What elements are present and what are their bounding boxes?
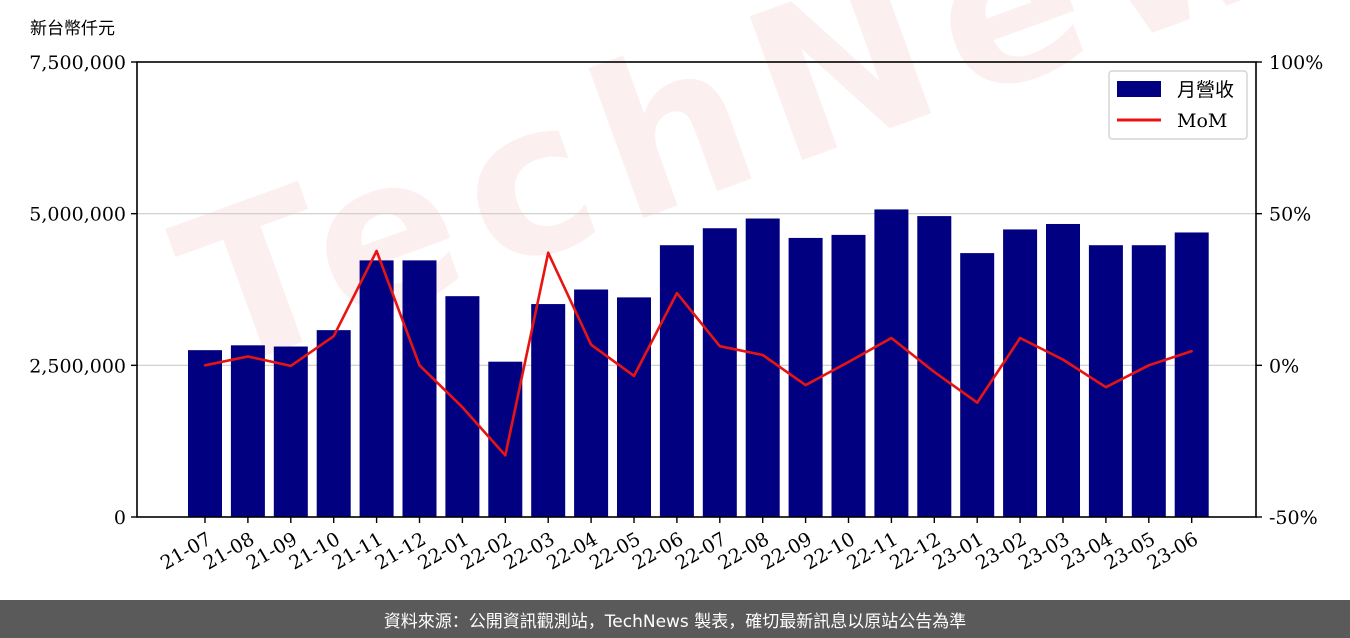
mom-point-23-05 (1147, 364, 1151, 367)
mom-point-22-07 (718, 345, 721, 348)
grid-lines (137, 213, 1256, 366)
mom-point-23-01 (976, 401, 979, 404)
bar-22-06 (659, 245, 694, 518)
mom-point-22-08 (761, 353, 764, 357)
y-axis-unit-label: 新台幣仟元 (30, 19, 115, 39)
mom-line-series (203, 249, 1193, 457)
mom-point-21-07 (203, 364, 207, 367)
mom-point-21-09 (289, 364, 292, 368)
mom-line (204, 249, 1193, 457)
legend-label-revenue: 月營收 (1177, 79, 1234, 101)
mom-point-22-06 (675, 291, 679, 295)
x-tick-label: 23-06 (1144, 528, 1202, 574)
mom-point-23-03 (1061, 358, 1065, 361)
bar-23-05 (1131, 245, 1166, 518)
mom-point-22-09 (804, 383, 807, 387)
legend: 月營收 MoM (1108, 70, 1248, 140)
bar-series (188, 209, 1209, 518)
mom-point-22-05 (632, 374, 636, 378)
y2-tick-label: 50% (1269, 204, 1311, 226)
y-tick-label: 5,000,000 (29, 204, 126, 226)
bar-21-11 (359, 260, 394, 517)
bar-23-02 (1003, 229, 1038, 517)
bar-22-02 (488, 361, 523, 517)
mom-point-21-08 (246, 355, 250, 358)
y2-tick-label: -50% (1269, 507, 1318, 529)
mom-point-22-12 (933, 370, 936, 374)
footer-source-text: 資料來源：公開資訊觀測站，TechNews 製表，確切最新訊息以原站公告為準 (383, 611, 967, 632)
mom-point-22-04 (589, 343, 593, 346)
y2-tick-label: 100% (1269, 52, 1323, 74)
footer-source-bar: 資料來源：公開資訊觀測站，TechNews 製表，確切最新訊息以原站公告為準 (0, 600, 1350, 638)
y-tick-label: 7,500,000 (29, 52, 126, 74)
mom-point-23-04 (1104, 385, 1108, 389)
mom-point-21-12 (418, 364, 421, 367)
plot-frame (136, 61, 1257, 518)
bar-23-03 (1046, 223, 1080, 518)
mom-point-21-10 (332, 335, 335, 338)
legend-bar-swatch (1117, 81, 1161, 97)
bar-21-12 (402, 260, 437, 517)
mom-point-22-11 (890, 336, 893, 340)
mom-point-23-06 (1190, 349, 1193, 353)
y-tick-label: 0 (114, 507, 126, 529)
mom-point-21-11 (375, 249, 378, 253)
bar-23-06 (1174, 232, 1209, 517)
bar-21-08 (230, 345, 265, 517)
bar-22-03 (531, 304, 566, 517)
mom-point-22-02 (504, 454, 507, 457)
bar-21-09 (273, 346, 308, 517)
bar-22-04 (574, 289, 609, 517)
y2-tick-label: 0% (1269, 355, 1299, 377)
bar-22-12 (917, 216, 952, 518)
bar-22-11 (874, 209, 909, 518)
bar-22-08 (745, 218, 780, 517)
y-tick-label: 2,500,000 (29, 355, 126, 377)
bar-22-10 (831, 234, 866, 517)
bar-22-05 (617, 297, 651, 517)
legend-label-mom: MoM (1177, 110, 1227, 132)
revenue-chart: 0 2,500,000 5,000,000 7,500,000 -50% 0% 50% 100… (29, 52, 1323, 574)
mom-point-22-10 (847, 360, 850, 364)
mom-point-22-03 (547, 251, 550, 254)
mom-point-23-02 (1018, 336, 1022, 340)
mom-point-22-01 (461, 405, 464, 409)
bar-21-07 (188, 350, 222, 517)
bar-22-07 (702, 228, 737, 517)
bar-21-10 (316, 330, 351, 517)
